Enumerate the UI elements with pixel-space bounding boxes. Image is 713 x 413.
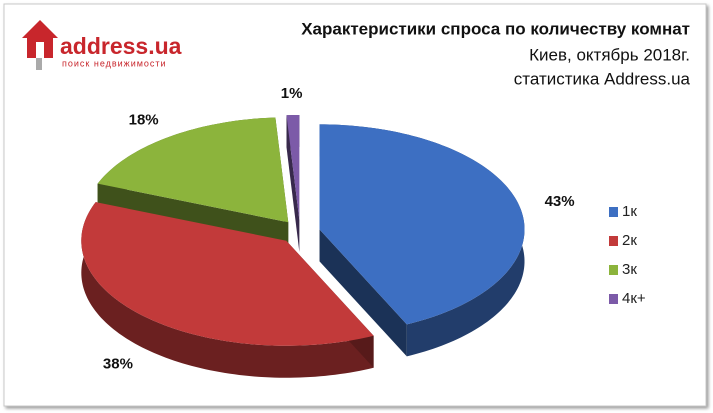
slice [97, 117, 289, 223]
pie-tops [81, 115, 525, 346]
legend-swatch [609, 265, 618, 275]
slice [286, 115, 300, 221]
legend-label: 3к [622, 261, 637, 278]
legend-label: 2к [622, 232, 637, 249]
slice [81, 202, 374, 346]
chart-subtitle: статистика Address.ua [514, 69, 691, 88]
logo-door [36, 42, 44, 58]
logo-house [22, 20, 58, 58]
slice-cut [319, 229, 407, 357]
data-label: 1% [281, 85, 303, 102]
logo-tagline: поиск недвижимости [62, 58, 167, 68]
slice-side [81, 202, 374, 378]
slice-cut [286, 115, 300, 253]
slice [319, 124, 525, 325]
logo-name: address.ua [60, 33, 182, 59]
legend-swatch [609, 236, 618, 246]
logo-key [36, 58, 42, 70]
legend-label: 4к+ [622, 290, 646, 307]
data-label: 43% [545, 193, 575, 210]
legend-swatch [609, 294, 618, 304]
data-label: 38% [103, 356, 133, 373]
legend-label: 1к [622, 203, 637, 220]
chart-title: Характеристики спроса по количеству комн… [301, 19, 690, 38]
legend-swatch [609, 207, 618, 217]
chart-subtitle: Киев, октябрь 2018г. [529, 45, 690, 64]
data-label: 18% [129, 111, 159, 128]
logo: address.ua поиск недвижимости [22, 20, 182, 70]
